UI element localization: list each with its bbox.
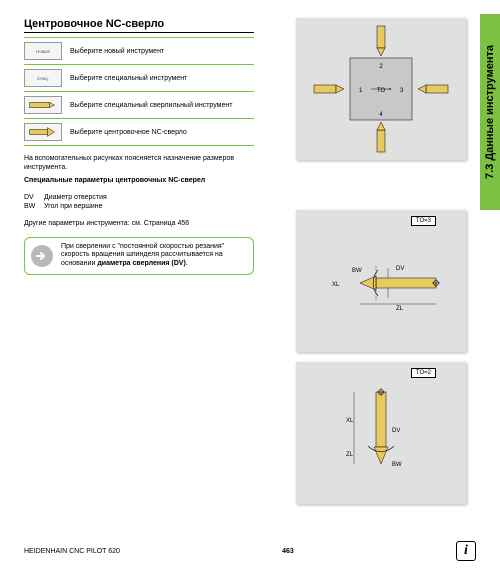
svg-text:ZL: ZL [346,452,354,458]
param-desc: Угол при вершине [44,202,103,211]
param-row: BW Угол при вершине [24,202,254,211]
params-title: Специальные параметры центровочных NC-св… [24,176,254,185]
param-desc: Диаметр отверстия [44,193,107,202]
option-label: Выберите центровочное NC-сверло [70,129,187,136]
svg-text:ZL: ZL [396,306,404,312]
option-nc-drill: Выберите центровочное NC-сверло [24,119,254,146]
intro-text: На вспомогательных рисунках поясняется н… [24,154,254,172]
note-text: При сверлении с "постоянной скоростью ре… [61,243,247,269]
page-number: 463 [282,548,294,555]
svg-text:Новый: Новый [36,48,50,54]
new-tool-icon: Новый [24,42,62,60]
chapter-tab-label: 7.3 Данные инструмента [484,45,496,179]
section-title: Центровочное NC-сверло [24,18,254,33]
footer-product: HEIDENHAIN CNC PILOT 620 [24,548,120,555]
svg-text:BW: BW [392,462,402,468]
fig-label: TO=2 [411,368,436,378]
option-label: Выберите специальный сверлильный инструм… [70,102,232,109]
svg-text:XL: XL [332,282,340,288]
option-special-tool: Спец. Выберите специальный инструмент [24,65,254,92]
drill-special-icon [24,96,62,114]
svg-text:Спец.: Спец. [37,76,49,81]
nc-drill-icon [24,123,62,141]
figure-orientations: 1 3 2 4 TO [296,18,466,160]
page-footer: HEIDENHAIN CNC PILOT 620 463 i [24,541,476,561]
info-icon: i [456,541,476,561]
option-new-tool: Новый Выберите новый инструмент [24,37,254,65]
svg-text:XL: XL [346,418,354,424]
figure-to2: TO=2 BW DV XL ZL [296,362,466,504]
arrow-icon [31,245,53,267]
svg-text:DV: DV [396,266,404,272]
option-label: Выберите новый инструмент [70,48,164,55]
param-code: BW [24,202,44,211]
param-code: DV [24,193,44,202]
svg-text:BW: BW [352,268,362,274]
figure-to3: TO=3 BW DV XL ZL [296,210,466,352]
option-drill-special: Выберите специальный сверлильный инструм… [24,92,254,119]
other-params-text: Другие параметры инструмента: см. Страни… [24,219,254,228]
chapter-tab: 7.3 Данные инструмента [480,14,500,210]
fig-label: TO=3 [411,216,436,226]
special-tool-icon: Спец. [24,69,62,87]
param-row: DV Диаметр отверстия [24,193,254,202]
note-callout: При сверлении с "постоянной скоростью ре… [24,237,254,275]
option-label: Выберите специальный инструмент [70,75,187,82]
svg-text:DV: DV [392,428,400,434]
